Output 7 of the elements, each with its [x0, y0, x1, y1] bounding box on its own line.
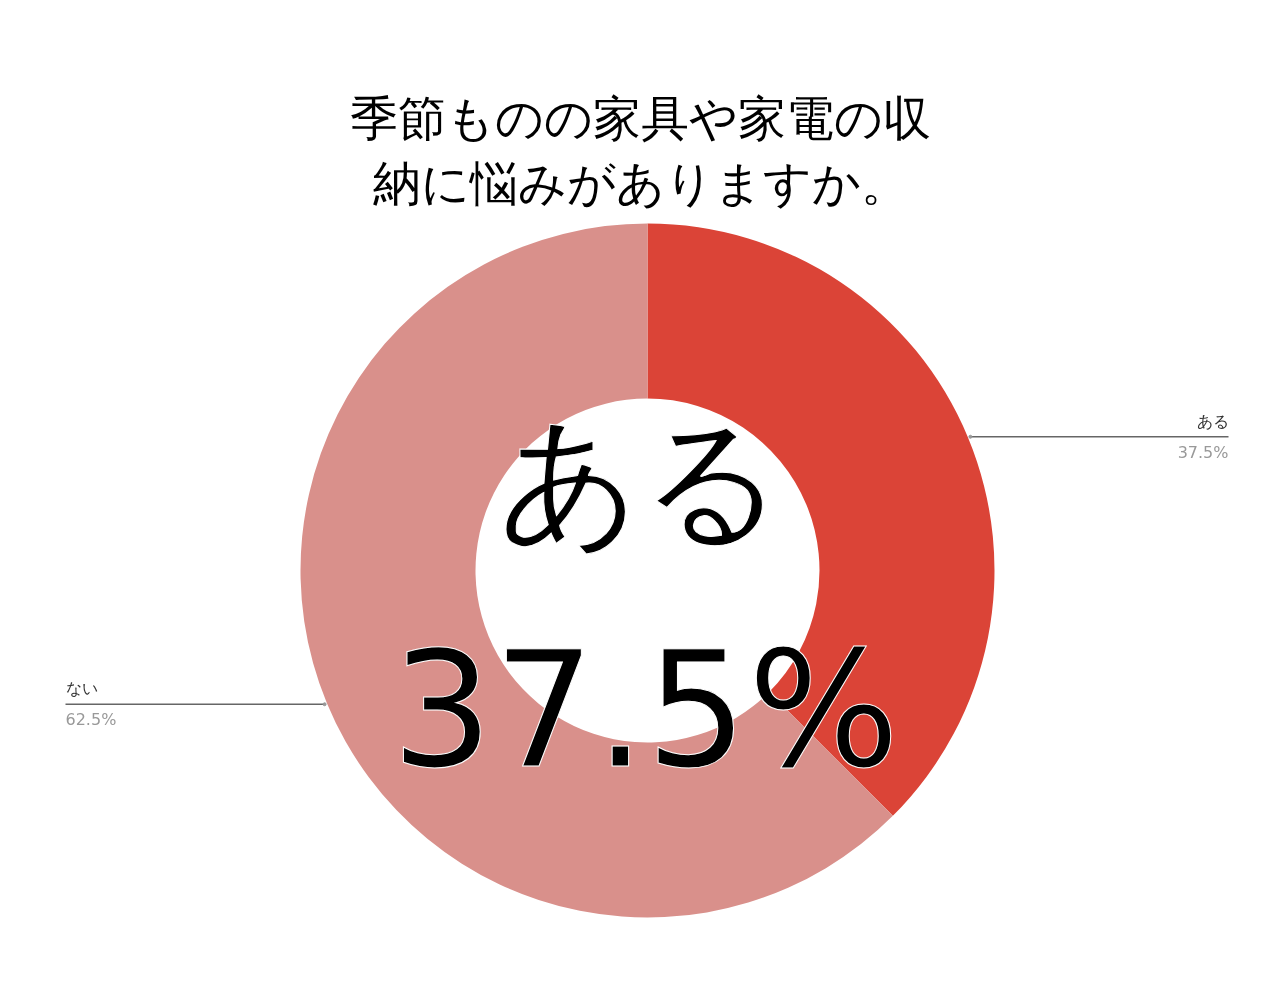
data-label: 37.5% [1177, 442, 1229, 462]
text: 37.5% [391, 617, 900, 804]
data-label: 62.5% [65, 710, 117, 730]
slice-label: ある [497, 399, 784, 562]
slice-label: ない [65, 679, 98, 699]
slice-label: ある [1196, 411, 1229, 431]
chart-title: 季節ものの家具や家電の収納に悩みがありますか。 [350, 90, 931, 211]
